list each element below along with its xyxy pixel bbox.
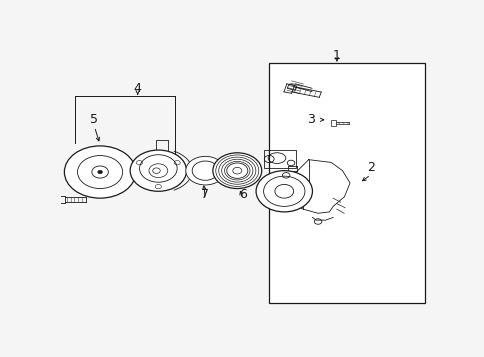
Bar (263, 150, 295, 168)
Bar (287, 84, 296, 90)
Text: 6: 6 (239, 187, 246, 201)
Circle shape (256, 171, 312, 212)
Bar (269, 64, 424, 303)
Text: 2: 2 (366, 161, 374, 175)
Text: 1: 1 (333, 49, 340, 62)
Text: 4: 4 (134, 82, 141, 95)
Text: 7: 7 (201, 187, 209, 201)
Text: 3: 3 (306, 113, 314, 126)
Circle shape (130, 150, 186, 191)
Text: 5: 5 (91, 113, 98, 126)
Circle shape (64, 146, 136, 198)
Circle shape (185, 156, 225, 185)
Circle shape (212, 153, 261, 188)
Bar (60, 43, 269, 318)
Circle shape (98, 170, 102, 174)
Bar (330, 120, 335, 126)
